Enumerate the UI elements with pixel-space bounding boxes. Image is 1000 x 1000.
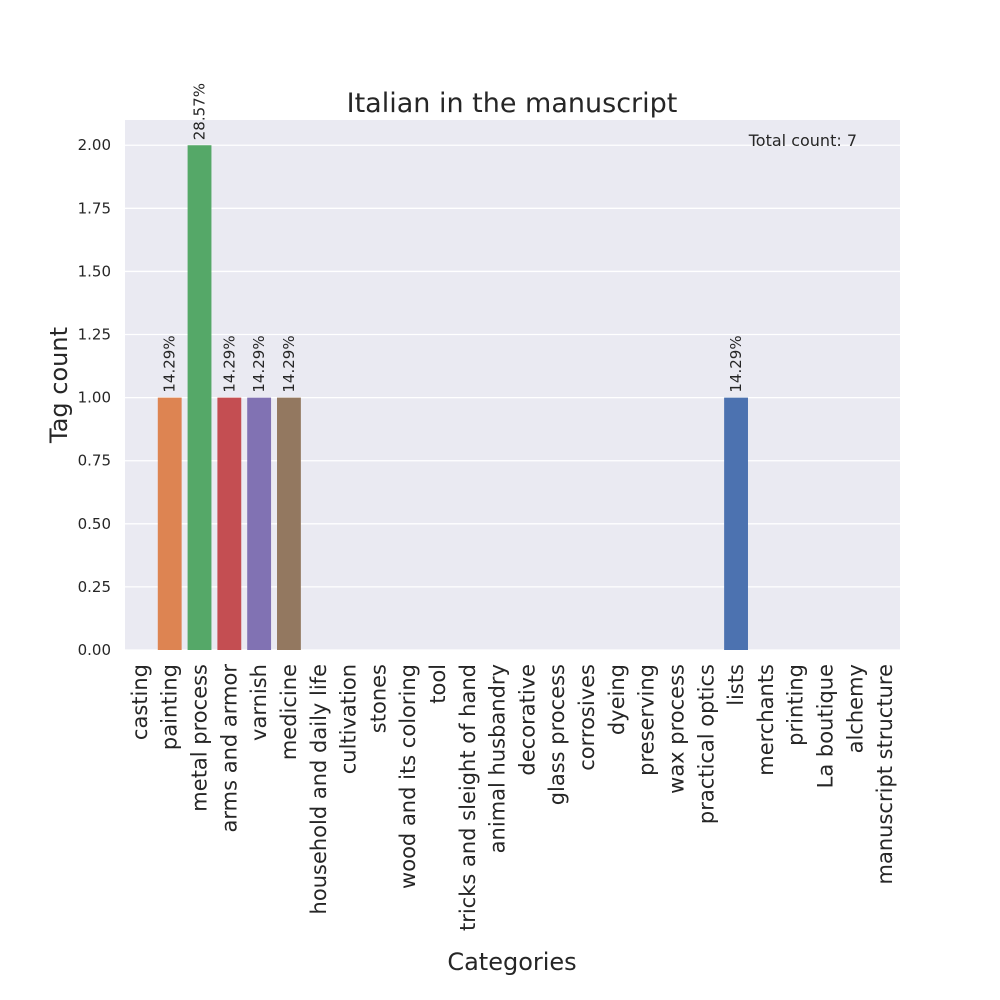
bar-lists bbox=[724, 397, 748, 650]
data-label: 14.29% bbox=[161, 335, 179, 392]
total-count-annotation: Total count: 7 bbox=[748, 131, 857, 150]
data-label: 14.29% bbox=[250, 335, 268, 392]
bar-metal-process bbox=[187, 145, 212, 650]
y-tick-label: 1.50 bbox=[78, 262, 111, 280]
y-tick-label: 1.75 bbox=[78, 199, 111, 217]
x-tick-label: tool bbox=[426, 664, 450, 704]
data-label: 14.29% bbox=[220, 335, 238, 392]
x-tick-label: alchemy bbox=[843, 664, 867, 753]
x-tick-label: wax process bbox=[664, 664, 688, 794]
x-tick-label: printing bbox=[784, 664, 808, 746]
x-tick-label: cultivation bbox=[337, 664, 361, 774]
x-tick-label: casting bbox=[128, 664, 152, 740]
y-tick-label: 0.00 bbox=[78, 641, 111, 659]
data-label: 14.29% bbox=[727, 335, 745, 392]
y-axis-label: Tag count bbox=[45, 327, 73, 444]
data-label: 14.29% bbox=[280, 335, 298, 392]
bar-arms-and-armor bbox=[217, 397, 242, 650]
x-tick-label: painting bbox=[158, 664, 182, 750]
y-tick-label: 0.75 bbox=[78, 452, 111, 470]
x-tick-label: merchants bbox=[754, 664, 778, 776]
x-tick-label: wood and its coloring bbox=[396, 664, 420, 889]
x-tick-label: decorative bbox=[515, 664, 539, 776]
x-tick-label: lists bbox=[724, 664, 748, 706]
y-tick-label: 1.00 bbox=[78, 389, 111, 407]
bar-medicine bbox=[277, 397, 301, 650]
data-label: 28.57% bbox=[191, 83, 209, 140]
x-tick-label: dyeing bbox=[605, 664, 629, 735]
y-tick-label: 2.00 bbox=[78, 136, 111, 154]
chart-title: Italian in the manuscript bbox=[347, 88, 678, 119]
x-tick-label: La boutique bbox=[813, 664, 837, 788]
x-axis-label: Categories bbox=[447, 948, 576, 976]
data-labels: 14.29% 28.57% 14.29% 14.29% 14.29% 14.29% bbox=[161, 83, 745, 393]
x-tick-label: varnish bbox=[247, 664, 271, 741]
x-tick-label: glass process bbox=[545, 664, 569, 805]
x-tick-label: arms and armor bbox=[217, 664, 241, 833]
bar-varnish bbox=[247, 397, 272, 650]
x-tick-label: practical optics bbox=[694, 664, 718, 824]
y-tick-label: 0.25 bbox=[78, 578, 111, 596]
y-tick-label: 0.50 bbox=[78, 515, 111, 533]
x-tick-label: medicine bbox=[277, 664, 301, 760]
x-tick-label: household and daily life bbox=[307, 664, 331, 914]
y-tick-labels: 0.00 0.25 0.50 0.75 1.00 1.25 1.50 1.75 2.00 bbox=[78, 136, 111, 659]
x-tick-label: corrosives bbox=[575, 664, 599, 771]
x-tick-labels: casting painting metal process arms and arm… bbox=[128, 664, 897, 931]
x-tick-label: animal husbandry bbox=[486, 664, 510, 853]
x-tick-label: metal process bbox=[188, 664, 212, 812]
y-tick-label: 1.25 bbox=[78, 326, 111, 344]
x-tick-label: tricks and sleight of hand bbox=[456, 664, 480, 931]
bars bbox=[157, 145, 748, 650]
bar-painting bbox=[157, 397, 182, 650]
x-tick-label: manuscript structure bbox=[873, 664, 897, 884]
x-tick-label: stones bbox=[366, 664, 390, 733]
x-tick-label: preserving bbox=[635, 664, 659, 776]
